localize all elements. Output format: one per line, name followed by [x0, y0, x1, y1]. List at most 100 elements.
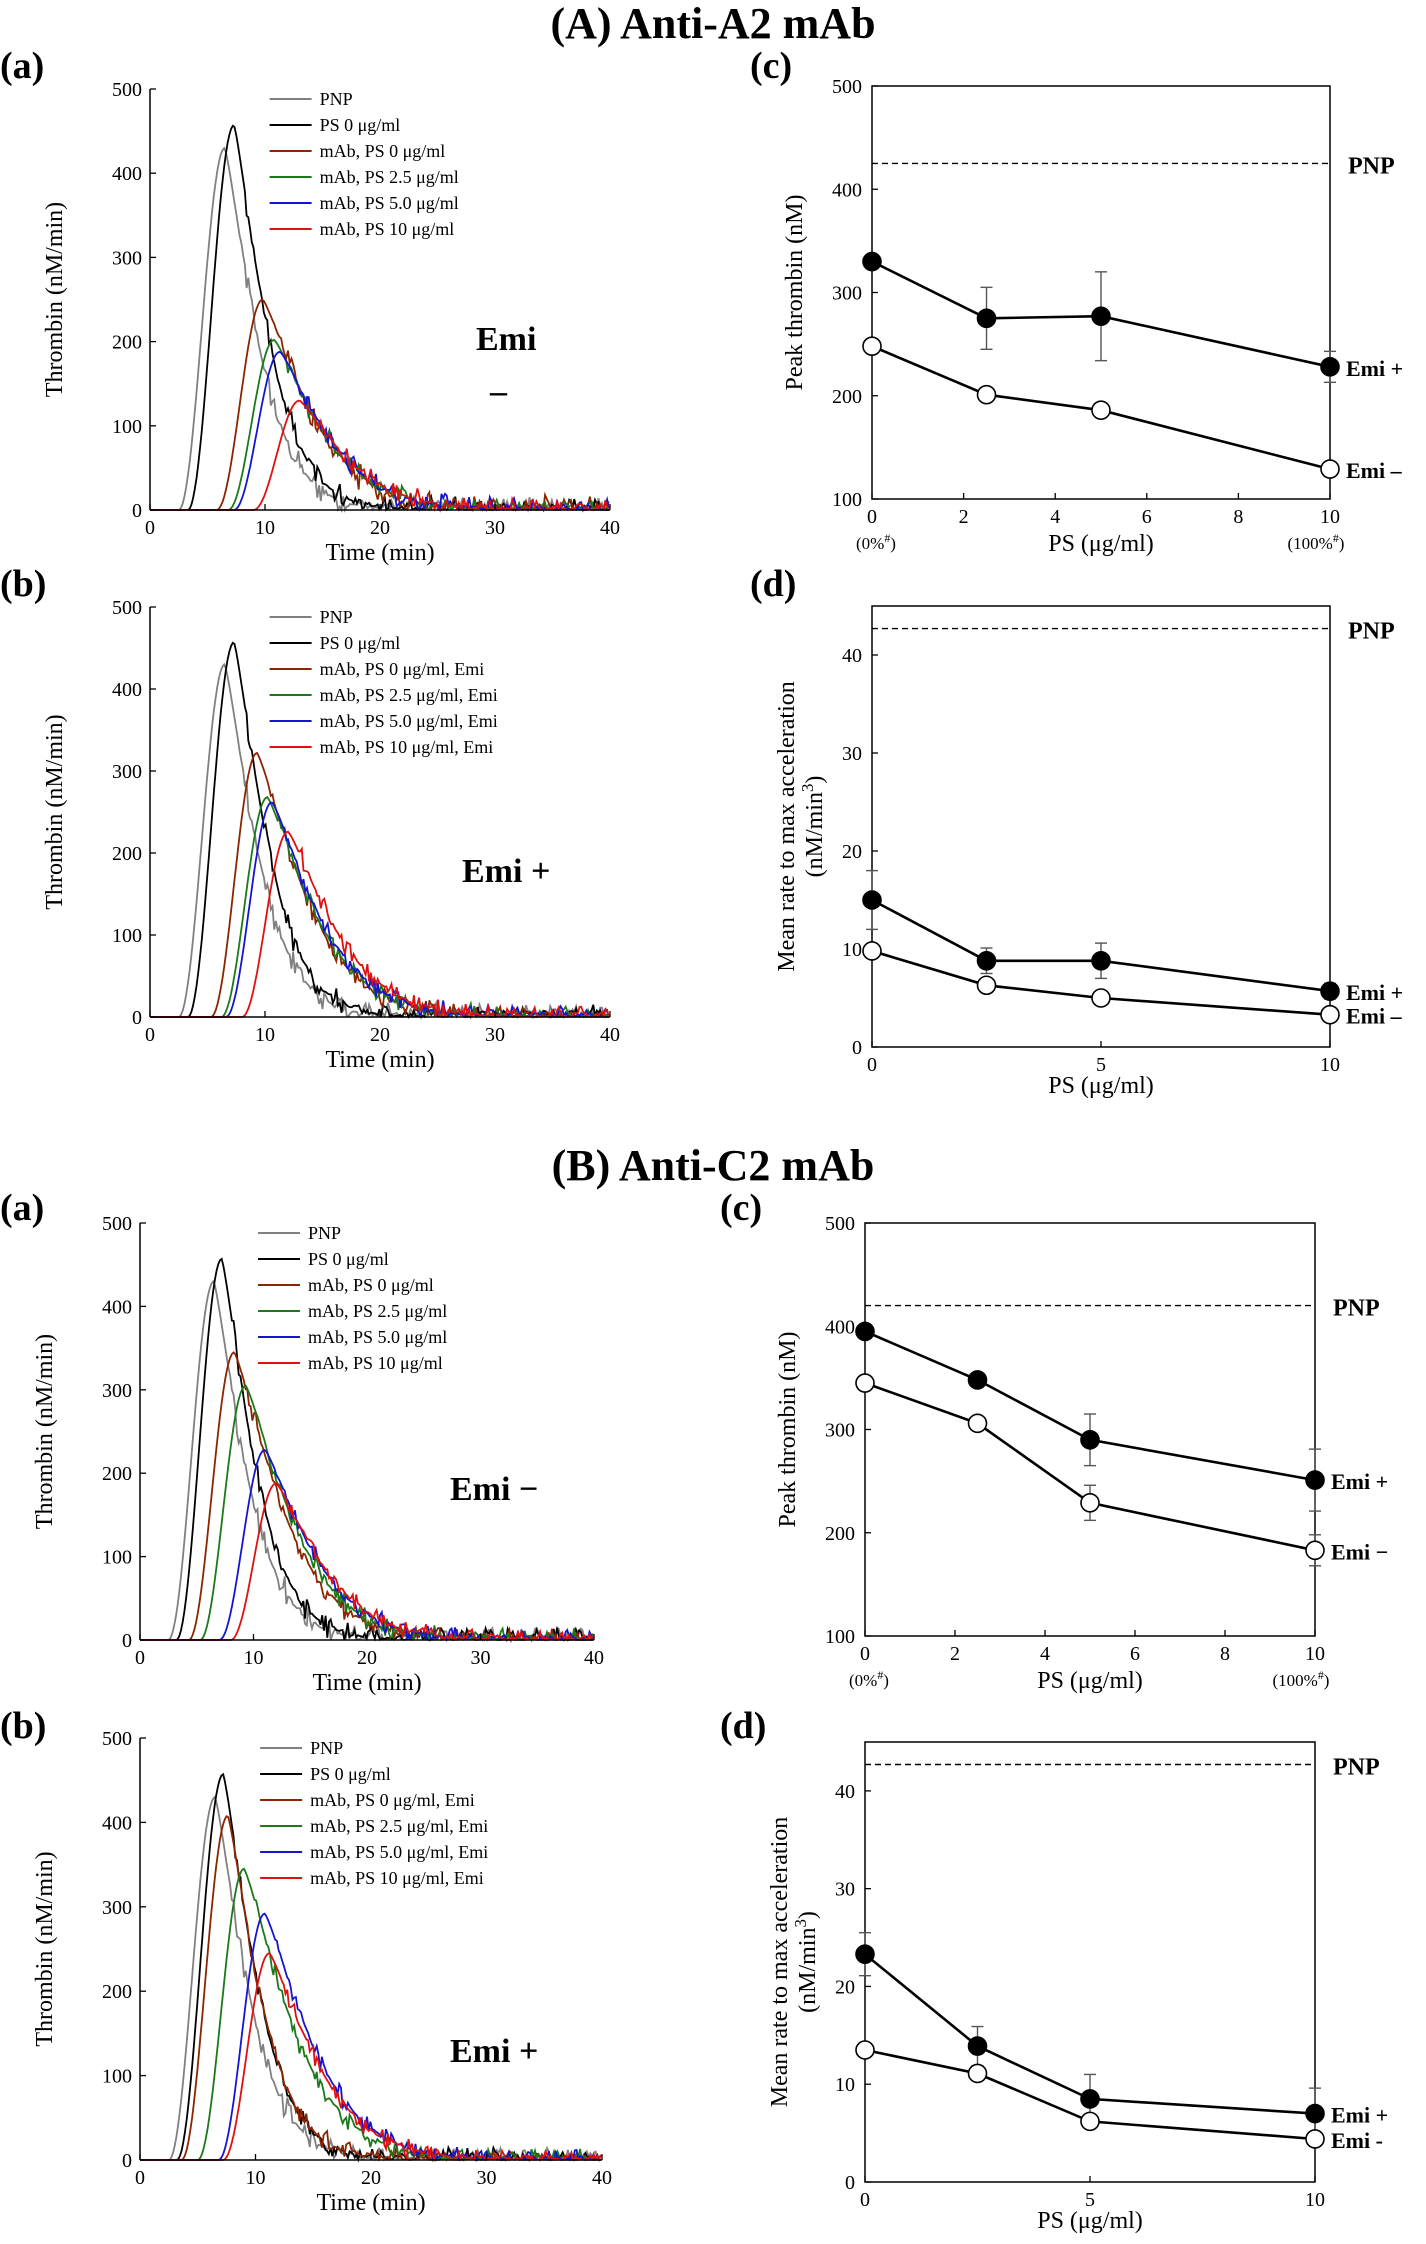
x-tick-label: 6	[1142, 506, 1152, 528]
series-line-mab-ps-2-5-g-ml-emi	[140, 1867, 602, 2163]
x-tick-label: 30	[485, 517, 505, 539]
y-tick-label: 300	[102, 1897, 132, 1919]
legend-entry: mAb, PS 2.5 μg/ml, Emi	[310, 1816, 488, 1836]
data-point	[855, 1944, 875, 1964]
y-tick-label: 200	[832, 386, 862, 408]
x-axis-label: Time (min)	[312, 1670, 421, 1696]
y-tick-label: 500	[102, 1213, 132, 1235]
x-tick-label: 0	[145, 517, 155, 539]
y-tick-label: 30	[842, 743, 862, 765]
y-tick-label: 500	[102, 1728, 132, 1750]
x-tick-label: 10	[255, 517, 275, 539]
y-tick-label: 400	[112, 163, 142, 185]
y-tick-label: 0	[122, 1630, 132, 1652]
data-point	[862, 941, 882, 961]
y-tick-label: 100	[825, 1626, 855, 1648]
panel-label: (a)	[0, 1187, 44, 1229]
x-tick-label: 40	[584, 1647, 604, 1669]
y-tick-label: 200	[825, 1523, 855, 1545]
data-point	[862, 890, 882, 910]
y-tick-label: 200	[102, 1463, 132, 1485]
y-tick-label: 30	[835, 1879, 855, 1901]
x-tick-label: 0	[867, 1054, 877, 1076]
data-point	[1320, 981, 1340, 1001]
emi-annotation: Emi +	[462, 853, 550, 890]
x-tick-label: 4	[1040, 1643, 1050, 1665]
legend-entry: mAb, PS 0 μg/ml	[320, 141, 446, 161]
data-point	[1091, 400, 1111, 421]
legend-entry: PNP	[320, 89, 353, 109]
y-tick-label: 500	[112, 79, 142, 101]
emi-annotation: Emi +	[450, 2033, 538, 2070]
series-line-emi-plus	[871, 260, 1331, 369]
x-tick-label: 5	[1085, 2189, 1095, 2211]
y-tick-label: 500	[832, 76, 862, 98]
y-axis-label: Mean rate to max acceleration	[767, 1817, 793, 2108]
x-tick-label: 10	[1305, 1643, 1325, 1665]
y-tick-label: 0	[122, 2150, 132, 2172]
x-tick-label: 40	[592, 2167, 612, 2189]
x-tick-label: 6	[1130, 1643, 1140, 1665]
y-axis-label: Thrombin (nM/min)	[32, 1334, 58, 1529]
data-point	[1080, 1493, 1100, 1513]
data-point	[1091, 950, 1111, 971]
x-tick-label: 10	[246, 2167, 266, 2189]
legend-entry: mAb, PS 5.0 μg/ml, Emi	[320, 711, 498, 731]
series-line-mab-ps-0-g-ml	[150, 298, 610, 513]
data-point	[1305, 1540, 1325, 1561]
legend-entry: mAb, PS 10 μg/ml	[320, 219, 455, 239]
panel-label: (a)	[0, 45, 44, 87]
x-tick-label: 4	[1050, 506, 1060, 528]
legend-entry: PS 0 μg/ml	[310, 1764, 391, 1784]
chart-panel-B-d: 0 10 20 30 40 0 5 10 PS (μg/ml) Mean rate to max …	[720, 1705, 1388, 2234]
x-tick-label: 0	[135, 1647, 145, 1669]
x-axis-label: Time (min)	[316, 2190, 425, 2216]
y-tick-label: 500	[825, 1213, 855, 1235]
data-point	[1305, 2129, 1325, 2149]
legend-entry: mAb, PS 0 μg/ml, Emi	[310, 1790, 475, 1810]
x-tick-label: 30	[471, 1647, 491, 1669]
emi-annotation: Emi −	[450, 1471, 538, 1508]
x-tick-label: 8	[1220, 1643, 1230, 1665]
series-label: Emi –	[1346, 458, 1403, 483]
series-line-mab-ps-2-5-g-ml-emi	[150, 796, 610, 1019]
data-point	[855, 1321, 875, 1342]
data-point	[1320, 357, 1340, 377]
series-label: Emi +	[1331, 2103, 1388, 2128]
y-tick-label: 0	[132, 500, 142, 522]
y-tick-label: 100	[112, 416, 142, 438]
legend-entry: mAb, PS 2.5 μg/ml	[308, 1301, 447, 1321]
series-label: Emi +	[1346, 980, 1403, 1005]
section-title: (A) Anti-A2 mAb	[550, 0, 875, 48]
legend-entry: PS 0 μg/ml	[308, 1249, 389, 1269]
x-tick-label: 0	[135, 2167, 145, 2189]
series-line-emi-plus	[871, 898, 1331, 993]
x-tick-label: 2	[959, 506, 969, 528]
pnp-label: PNP	[1333, 1754, 1380, 1780]
panel-label: (b)	[0, 1705, 46, 1747]
y-tick-label: 300	[832, 283, 862, 305]
x-note-right: (100%#)	[1288, 531, 1345, 553]
chart-panel-B-c: 100 200 300 400 500 0 2 4 6 8 10 (0%#) (100%#) PS (μg…	[720, 1187, 1388, 1694]
y-tick-label: 400	[832, 179, 862, 201]
chart-panel-A-c: 100 200 300 400 500 0 2 4 6 8 10 (0%#) (100%#) PS (μg…	[750, 45, 1403, 557]
x-tick-label: 30	[477, 2167, 497, 2189]
data-point	[1320, 459, 1340, 479]
legend-entry: mAb, PS 5.0 μg/ml, Emi	[310, 1842, 488, 1862]
x-note-left: (0%#)	[849, 1668, 889, 1690]
y-tick-label: 100	[102, 2066, 132, 2088]
x-tick-label: 20	[370, 517, 390, 539]
legend-entry: PS 0 μg/ml	[320, 115, 401, 135]
y-axis-label: Peak thrombin (nM)	[775, 1332, 801, 1528]
y-axis-label: Thrombin (nM/min)	[42, 714, 68, 909]
data-point	[855, 1373, 875, 1393]
pnp-label: PNP	[1333, 1296, 1380, 1322]
legend-entry: mAb, PS 10 μg/ml, Emi	[310, 1868, 484, 1888]
data-point	[1080, 2089, 1100, 2109]
y-tick-label: 0	[852, 1037, 862, 1059]
emi-annotation: –	[489, 373, 508, 410]
series-line-emi-plus	[864, 1330, 1316, 1482]
x-axis-label: Time (min)	[325, 1047, 434, 1073]
panel-label: (c)	[720, 1187, 762, 1229]
data-point	[976, 308, 997, 329]
